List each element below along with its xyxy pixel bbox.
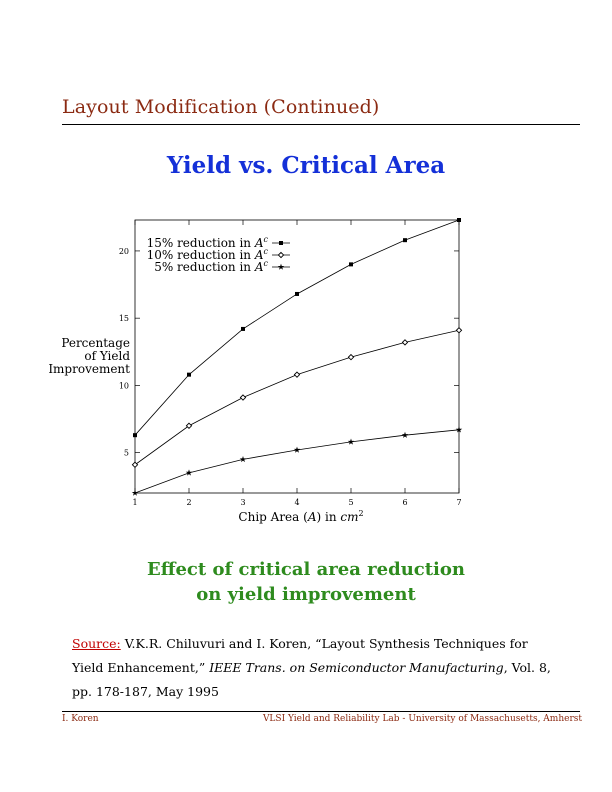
data-point-diamond — [131, 461, 139, 468]
source-text-2: , Vol. 8, pp. 178-187, May 1995 — [72, 660, 551, 699]
footer-author: I. Koren — [62, 714, 99, 724]
source-label[interactable]: Source: — [72, 636, 121, 651]
series-line-3 — [134, 429, 460, 494]
caption-line-2: on yield improvement — [196, 584, 416, 605]
y-axis-label-line: Improvement — [48, 362, 130, 376]
data-point-diamond — [401, 339, 409, 346]
legend-label-3: 5% reduction in Ac — [154, 259, 268, 274]
y-tick-label: 10 — [119, 381, 129, 390]
y-tick-label: 20 — [119, 247, 129, 256]
data-point-square — [403, 238, 407, 243]
x-tick-label: 5 — [348, 498, 353, 507]
data-point-square — [241, 326, 245, 331]
data-point-square — [349, 262, 353, 267]
data-point-star — [185, 469, 193, 476]
data-point-square — [187, 372, 191, 377]
series-line-2 — [134, 329, 460, 466]
caption-line-1: Effect of critical area reduction — [146, 559, 465, 580]
data-point-diamond — [293, 371, 301, 378]
data-point-star — [293, 446, 301, 453]
data-point-star — [455, 426, 463, 433]
x-axis-label: Chip Area (A) in cm2 — [238, 509, 363, 524]
data-point-star — [131, 489, 139, 496]
data-point-diamond — [239, 394, 247, 401]
legend-label-2: 10% reduction in Ac — [147, 247, 269, 262]
x-tick-label: 1 — [132, 498, 137, 507]
source-journal: IEEE Trans. on Semiconductor Manufacturi… — [209, 660, 504, 675]
data-point-diamond — [185, 422, 193, 429]
data-point-square — [295, 291, 299, 296]
legend-marker-diamond — [277, 251, 285, 259]
source-citation: Source: V.K.R. Chiluvuri and I. Koren, “… — [72, 632, 552, 704]
header-divider — [62, 124, 580, 125]
data-point-diamond — [455, 327, 463, 334]
x-tick-label: 6 — [402, 498, 407, 507]
data-point-star — [401, 431, 409, 438]
legend-marker-square — [279, 241, 283, 245]
y-axis-label-line: of Yield — [84, 349, 130, 363]
slide-title: Yield vs. Critical Area — [166, 152, 446, 179]
figure-caption: Effect of critical area reduction on yie… — [0, 557, 612, 607]
x-tick-label: 7 — [456, 498, 461, 507]
x-tick-label: 3 — [240, 498, 245, 507]
data-point-square — [133, 433, 137, 438]
footer-divider — [62, 711, 580, 712]
source-text-1: V.K.R. Chiluvuri and I. Koren, “Layout S… — [72, 636, 528, 675]
header-title: Layout Modification (Continued) — [62, 96, 380, 118]
data-point-diamond — [347, 353, 355, 361]
legend-marker-star — [277, 263, 285, 270]
y-tick-label: 5 — [124, 449, 129, 458]
y-axis-label-line: Percentage — [61, 336, 130, 350]
data-point-star — [347, 438, 355, 445]
legend-label-1: 15% reduction in Ac — [147, 235, 269, 250]
x-tick-label: 4 — [294, 498, 299, 507]
data-point-star — [239, 455, 247, 463]
x-tick-label: 2 — [186, 498, 191, 507]
y-tick-label: 15 — [119, 314, 129, 323]
data-point-square — [457, 218, 461, 222]
footer-lab: VLSI Yield and Reliability Lab - Univers… — [262, 714, 582, 724]
